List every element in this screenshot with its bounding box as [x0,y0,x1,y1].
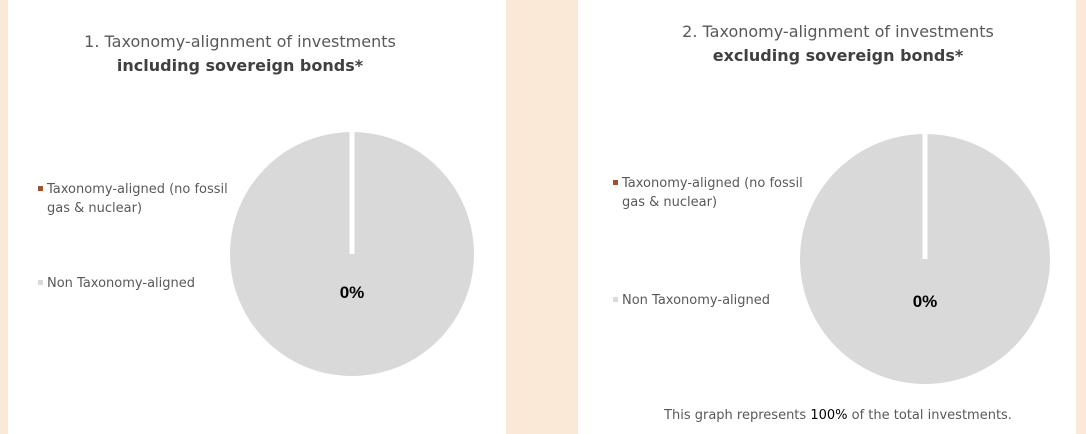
footnote: This graph represents 100% of the total … [664,408,1012,423]
legend-item: Non Taxonomy-aligned [613,291,812,310]
legend-item: Taxonomy-aligned (no fossil gas & nuclea… [613,174,812,212]
chart-title: 2. Taxonomy-alignment of investments [682,22,994,41]
legend-item: Non Taxonomy-aligned [38,274,237,293]
data-label: 0% [912,292,938,311]
legend-marker [613,180,618,185]
data-label: 0% [339,283,365,302]
chart-title: 1. Taxonomy-alignment of investments [84,32,396,51]
chart-subtitle: excluding sovereign bonds* [712,46,964,65]
chart-subtitle: including sovereign bonds* [116,56,364,75]
footnote-part: of the total investments. [851,408,1012,423]
legend-marker [613,297,618,302]
legend-item: Taxonomy-aligned (no fossil gas & nuclea… [38,180,237,218]
legend-marker [38,186,43,191]
footnote-part: This graph represents [664,408,807,423]
footnote-part: 100% [810,408,848,423]
legend-marker [38,280,43,285]
